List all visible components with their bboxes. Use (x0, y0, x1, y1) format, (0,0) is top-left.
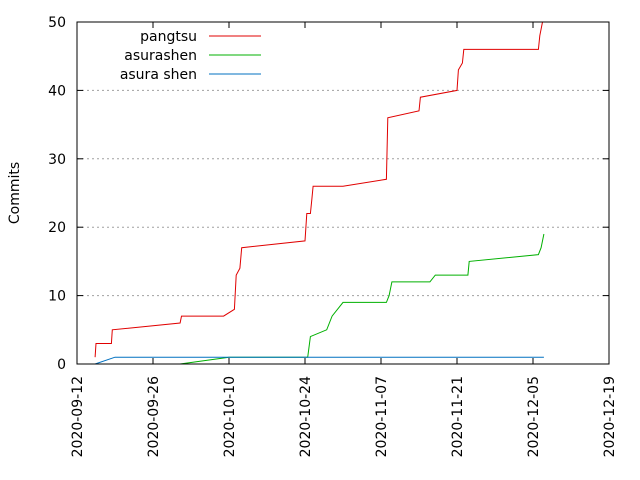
legend-label: pangtsu (140, 29, 197, 45)
gridlines (77, 89, 609, 297)
x-tick-label: 2020-09-12 (70, 376, 86, 457)
x-tick-label: 2020-12-05 (526, 376, 542, 457)
legend-label: asura shen (120, 67, 197, 83)
y-tick-label: 50 (48, 15, 66, 31)
x-tick-label: 2020-12-19 (602, 376, 618, 457)
y-tick-label: 0 (57, 357, 66, 373)
legend-label: asurashen (124, 48, 197, 64)
series-line (94, 21, 543, 358)
y-axis-label: Commits (7, 162, 23, 224)
y-tick-label: 40 (48, 83, 66, 99)
x-tick-label: 2020-11-21 (450, 376, 466, 457)
series-line (180, 233, 545, 365)
legend: pangtsu asurashen asura shen (120, 29, 261, 83)
x-axis-ticks: 2020-09-12 2020-09-26 2020-10-10 2020-10-24… (70, 22, 618, 457)
x-tick-label: 2020-09-26 (146, 376, 162, 457)
y-tick-label: 20 (48, 220, 66, 236)
y-tick-label: 10 (48, 289, 66, 305)
x-tick-label: 2020-10-10 (222, 376, 238, 457)
series-line (94, 356, 544, 365)
x-tick-label: 2020-11-07 (374, 376, 390, 457)
y-tick-label: 30 (48, 152, 66, 168)
y-axis-ticks: 0 10 20 30 40 50 (48, 15, 609, 373)
series-lines (94, 21, 545, 365)
plot-frame (76, 21, 610, 365)
x-tick-label: 2020-10-24 (298, 376, 314, 457)
